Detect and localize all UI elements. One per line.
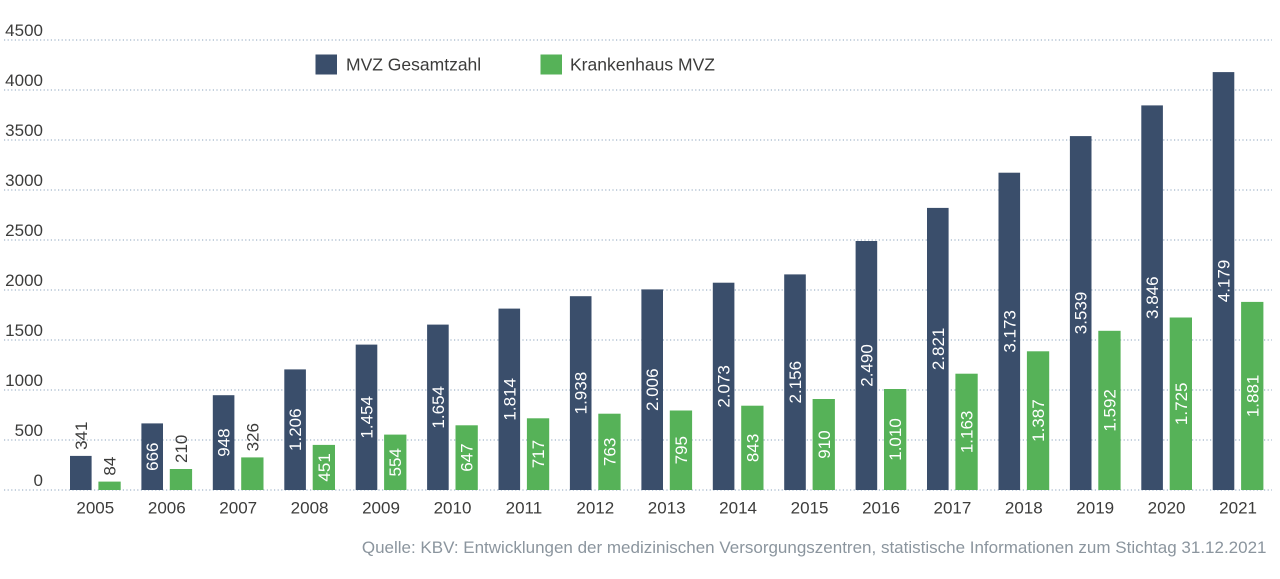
svg-text:2500: 2500 — [5, 221, 43, 240]
svg-text:326: 326 — [243, 423, 262, 451]
svg-text:1.010: 1.010 — [886, 418, 905, 461]
svg-text:1.454: 1.454 — [358, 396, 377, 439]
svg-text:3.539: 3.539 — [1072, 292, 1091, 335]
svg-text:451: 451 — [315, 453, 334, 481]
svg-text:1.938: 1.938 — [572, 372, 591, 415]
svg-text:2000: 2000 — [5, 271, 43, 290]
svg-text:2015: 2015 — [791, 499, 829, 518]
svg-text:1.206: 1.206 — [286, 408, 305, 451]
svg-text:MVZ Gesamtzahl: MVZ Gesamtzahl — [346, 55, 481, 75]
svg-text:1000: 1000 — [5, 371, 43, 390]
svg-text:1.881: 1.881 — [1243, 375, 1262, 418]
svg-text:3500: 3500 — [5, 121, 43, 140]
svg-text:2.490: 2.490 — [857, 344, 876, 387]
svg-text:2007: 2007 — [219, 499, 257, 518]
svg-text:763: 763 — [601, 438, 620, 466]
svg-text:554: 554 — [386, 448, 405, 476]
svg-text:2013: 2013 — [648, 499, 686, 518]
svg-text:647: 647 — [458, 443, 477, 471]
svg-text:717: 717 — [529, 440, 548, 468]
svg-text:500: 500 — [15, 421, 43, 440]
svg-text:2018: 2018 — [1005, 499, 1043, 518]
svg-text:1500: 1500 — [5, 321, 43, 340]
svg-text:3.173: 3.173 — [1000, 310, 1019, 353]
svg-text:666: 666 — [143, 443, 162, 471]
svg-text:2010: 2010 — [434, 499, 472, 518]
svg-text:Krankenhaus MVZ: Krankenhaus MVZ — [570, 55, 715, 75]
svg-text:2008: 2008 — [291, 499, 329, 518]
svg-text:3.846: 3.846 — [1143, 276, 1162, 319]
svg-text:210: 210 — [172, 435, 191, 463]
svg-text:2.006: 2.006 — [643, 368, 662, 411]
svg-text:1.387: 1.387 — [1029, 399, 1048, 442]
svg-text:341: 341 — [72, 422, 91, 450]
svg-text:1.654: 1.654 — [429, 386, 448, 429]
svg-text:795: 795 — [672, 436, 691, 464]
svg-text:3000: 3000 — [5, 171, 43, 190]
svg-text:2017: 2017 — [933, 499, 971, 518]
svg-text:2016: 2016 — [862, 499, 900, 518]
svg-text:948: 948 — [215, 428, 234, 456]
svg-text:2019: 2019 — [1076, 499, 1114, 518]
svg-text:1.814: 1.814 — [500, 378, 519, 421]
svg-text:2.073: 2.073 — [715, 365, 734, 408]
svg-text:2005: 2005 — [76, 499, 114, 518]
svg-text:4.179: 4.179 — [1215, 260, 1234, 303]
svg-text:2012: 2012 — [576, 499, 614, 518]
svg-text:843: 843 — [743, 434, 762, 462]
svg-text:2006: 2006 — [148, 499, 186, 518]
svg-text:4000: 4000 — [5, 71, 43, 90]
svg-text:2014: 2014 — [719, 499, 757, 518]
svg-text:0: 0 — [34, 471, 43, 490]
svg-text:1.163: 1.163 — [958, 411, 977, 454]
svg-text:1.592: 1.592 — [1100, 389, 1119, 432]
svg-text:Quelle: KBV: Entwicklungen der: Quelle: KBV: Entwicklungen der medizinis… — [362, 538, 1267, 557]
svg-text:84: 84 — [101, 457, 120, 476]
svg-text:2009: 2009 — [362, 499, 400, 518]
svg-text:2021: 2021 — [1219, 499, 1257, 518]
svg-text:2.821: 2.821 — [929, 328, 948, 371]
svg-text:4500: 4500 — [5, 21, 43, 40]
svg-text:1.725: 1.725 — [1172, 383, 1191, 426]
svg-text:2.156: 2.156 — [786, 361, 805, 404]
svg-text:2011: 2011 — [506, 499, 543, 518]
svg-text:910: 910 — [815, 430, 834, 458]
svg-text:2020: 2020 — [1148, 499, 1186, 518]
